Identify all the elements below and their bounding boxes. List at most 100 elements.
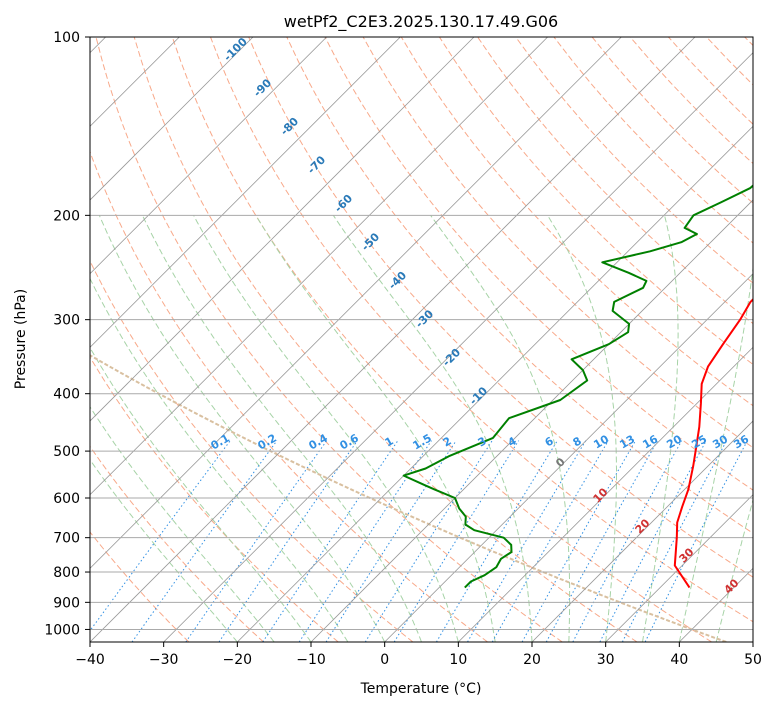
moist-adiabat — [678, 264, 753, 642]
dry-adiabat — [90, 356, 339, 642]
x-axis-label: Temperature (°C) — [360, 681, 482, 697]
dry-adiabat-label: -80 — [278, 115, 301, 138]
x-tick-label: −20 — [223, 652, 253, 668]
mixing-ratio-label: 3 — [476, 434, 489, 449]
mixing-ratio-line — [521, 440, 637, 642]
dry-adiabat — [248, 37, 753, 578]
mixing-ratio-label: 10 — [591, 432, 611, 451]
moist-adiabat-label: 0 — [553, 455, 568, 470]
mixing-ratio-line — [262, 440, 399, 642]
dry-adiabat — [706, 37, 753, 86]
mixing-ratio-line — [621, 440, 728, 642]
x-tick-label: 0 — [380, 652, 389, 668]
mixing-ratio-label: 0.1 — [209, 431, 232, 452]
mixing-ratio-label: 0.4 — [307, 431, 331, 452]
dry-adiabat — [133, 37, 638, 642]
dry-adiabat — [438, 37, 753, 366]
y-tick-label: 500 — [53, 444, 80, 460]
dry-adiabat — [171, 37, 712, 642]
dry-adiabat-label: -40 — [386, 269, 409, 292]
isotherm-line — [90, 37, 401, 348]
dry-adiabat-label: -20 — [440, 346, 463, 369]
dry-adiabat — [515, 37, 753, 284]
moist-adiabat — [193, 215, 459, 642]
dry-adiabat-label: -70 — [305, 153, 328, 176]
y-tick-label: 100 — [53, 30, 80, 46]
mixing-ratio-line — [185, 440, 328, 642]
temperature-line — [673, 298, 753, 589]
y-tick-label: 600 — [53, 491, 80, 507]
isotherm-line — [90, 37, 548, 496]
mixing-ratio-line — [131, 440, 278, 642]
mixing-ratio-line — [644, 440, 748, 642]
x-tick-label: 40 — [670, 652, 688, 668]
dry-adiabat-label: -60 — [332, 192, 355, 215]
moist-adiabat — [90, 277, 349, 642]
x-axis: −40 −30 −20 −10 0 10 20 30 40 50 — [75, 642, 762, 668]
moist-adiabat — [255, 215, 496, 642]
dry-adiabat — [210, 37, 753, 623]
dewpoint-line — [402, 184, 753, 589]
y-axis: 1000 900 800 700 600 500 400 300 200 100 — [44, 30, 90, 638]
dry-adiabat-label: -10 — [467, 384, 490, 407]
moist-adiabat-label: 20 — [633, 516, 653, 536]
x-tick-label: −30 — [149, 652, 179, 668]
y-tick-label: 700 — [53, 531, 80, 547]
mixing-ratio-line — [599, 440, 707, 642]
y-tick-label: 400 — [53, 387, 80, 403]
isotherm-line — [237, 125, 753, 642]
chart-title: wetPf2_C2E3.2025.130.17.49.G06 — [284, 12, 558, 32]
dry-adiabat-label: -100 — [221, 35, 250, 64]
isotherm-line — [163, 52, 753, 642]
isotherm-line — [310, 199, 753, 642]
dry-adiabat-label: -30 — [413, 307, 436, 330]
x-tick-label: −40 — [75, 652, 105, 668]
mixing-ratio-line — [491, 440, 609, 642]
isotherm-line — [458, 346, 753, 642]
moist-adiabat-label: 10 — [591, 485, 611, 505]
moist-adiabat — [90, 346, 312, 642]
y-tick-label: 800 — [53, 565, 80, 581]
mixing-ratio-line — [298, 440, 432, 642]
dry-adiabat — [90, 259, 414, 642]
moist-adiabat — [715, 498, 753, 642]
isotherm-line — [90, 37, 622, 569]
y-tick-label: 300 — [53, 313, 80, 329]
mixing-ratio-label: 0.2 — [256, 431, 279, 452]
moist-adiabat — [547, 215, 617, 642]
isotherm-line — [90, 37, 475, 422]
moist-adiabat-label: 40 — [722, 576, 742, 596]
mixing-ratio-label: 36 — [731, 432, 751, 451]
x-tick-label: 10 — [449, 652, 467, 668]
mixing-ratio-label: 8 — [571, 434, 584, 449]
dry-adiabat — [95, 37, 563, 642]
x-tick-label: 30 — [597, 652, 615, 668]
mixing-ratio-line — [364, 440, 493, 642]
mixing-ratio-line — [572, 440, 683, 642]
moist-adiabat — [141, 215, 422, 642]
y-axis-label: Pressure (hPa) — [13, 289, 29, 389]
moist-adiabat — [90, 458, 238, 642]
moist-adiabat-label: 30 — [677, 545, 697, 565]
mixing-ratio-label: 30 — [710, 432, 730, 451]
mixing-ratio-label: 25 — [689, 433, 709, 452]
mixing-ratio-line — [435, 440, 558, 642]
moist-adiabat — [332, 215, 533, 642]
dry-adiabat — [90, 531, 190, 642]
x-tick-label: 20 — [523, 652, 541, 668]
isotherm-line — [605, 494, 753, 642]
plot-frame — [89, 36, 754, 643]
x-tick-label: 50 — [744, 652, 762, 668]
mixing-ratio-line — [393, 440, 520, 642]
mixing-ratio-line — [90, 440, 231, 632]
isotherm-line — [90, 37, 696, 642]
label-layer: -100-90-80-70-60-50-40-30-20-10010203040… — [209, 35, 752, 597]
y-tick-label: 900 — [53, 595, 80, 611]
mixing-ratio-label: 20 — [664, 432, 684, 451]
dry-adiabat-label: -90 — [251, 76, 274, 99]
mixing-ratio-line — [545, 440, 659, 642]
mixing-ratio-label: 16 — [640, 432, 660, 451]
dry-adiabat — [744, 37, 753, 47]
mixing-ratio-label: 13 — [617, 433, 637, 452]
